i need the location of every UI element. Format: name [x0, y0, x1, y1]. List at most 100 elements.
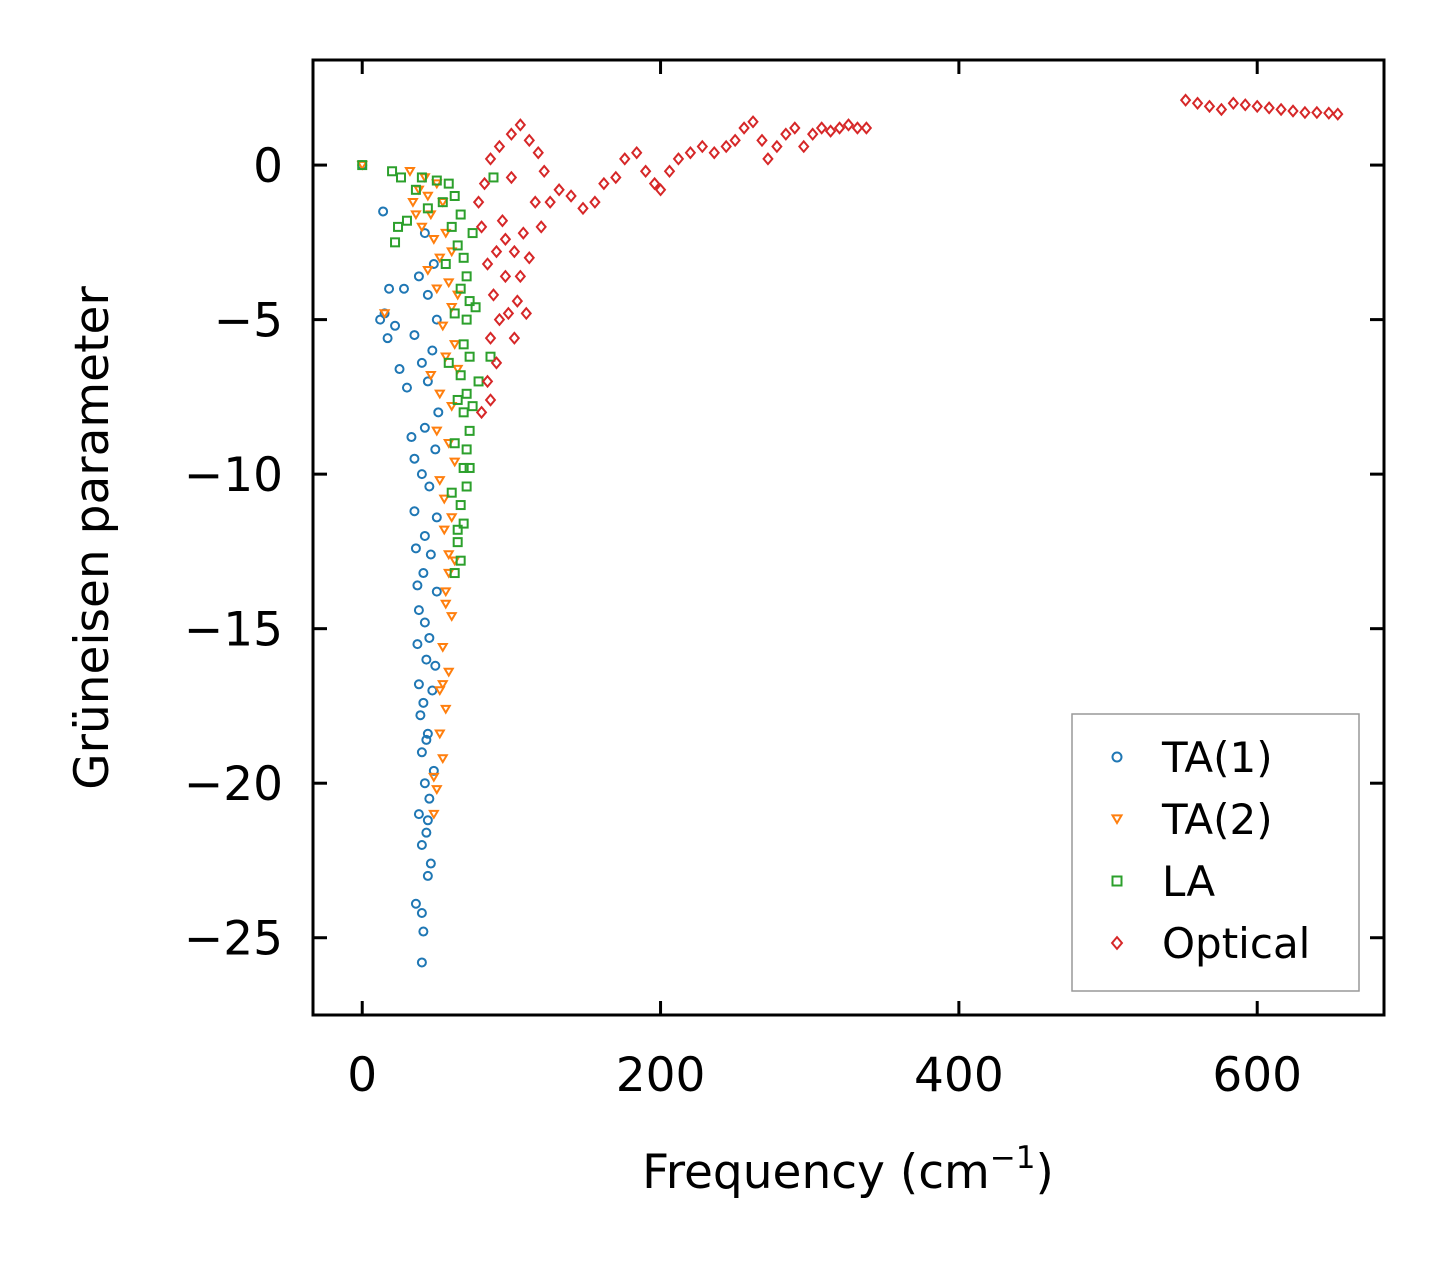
data-point	[452, 394, 463, 405]
data-point	[544, 195, 556, 209]
data-point	[451, 364, 464, 375]
data-point	[455, 209, 466, 220]
legend-label: Optical	[1162, 919, 1310, 968]
plot-area	[356, 93, 1344, 968]
data-point	[589, 195, 601, 209]
data-point	[416, 469, 427, 480]
data-point	[499, 232, 512, 247]
data-point	[413, 809, 424, 820]
data-point	[538, 164, 550, 179]
data-point	[440, 258, 451, 269]
data-point	[413, 679, 424, 690]
data-point	[425, 371, 437, 381]
data-point	[1275, 102, 1287, 117]
data-point	[407, 197, 419, 208]
data-point	[428, 258, 439, 269]
data-point	[452, 537, 463, 548]
data-point	[1287, 104, 1299, 118]
data-point	[434, 476, 446, 486]
data-point	[448, 340, 461, 350]
data-point	[419, 530, 430, 541]
data-point	[484, 331, 497, 345]
data-point	[461, 481, 472, 492]
x-tick-label: 600	[1212, 1048, 1302, 1103]
data-point	[422, 191, 434, 202]
data-point	[461, 444, 472, 455]
data-point	[415, 710, 426, 721]
data-point	[390, 237, 401, 248]
plot-frame	[311, 58, 1386, 1017]
data-point	[431, 785, 443, 795]
data-point	[445, 513, 458, 523]
data-point	[851, 121, 864, 135]
data-point	[410, 898, 421, 909]
data-point	[720, 139, 732, 154]
data-point	[398, 283, 409, 294]
data-point	[806, 127, 819, 141]
data-point	[672, 152, 685, 166]
series-ta-2	[356, 160, 464, 820]
data-point	[443, 178, 454, 189]
data-point	[490, 356, 503, 370]
data-point	[425, 549, 436, 560]
data-point	[431, 426, 443, 437]
data-point	[464, 296, 475, 307]
legend-label: TA(2)	[1161, 795, 1273, 844]
data-point	[639, 164, 652, 179]
data-point	[440, 599, 452, 610]
data-point	[434, 686, 446, 697]
data-point	[446, 487, 457, 498]
data-point	[438, 494, 451, 505]
data-point	[553, 183, 565, 197]
data-point	[394, 364, 405, 375]
data-point	[421, 827, 432, 838]
data-point	[1263, 101, 1275, 115]
series-ta-1	[357, 160, 444, 968]
data-point	[1251, 99, 1263, 114]
data-point	[375, 314, 386, 325]
data-point	[619, 152, 631, 166]
y-tick-label: −10	[184, 448, 283, 503]
data-point	[458, 339, 469, 350]
data-point	[437, 197, 448, 208]
data-point	[438, 525, 451, 536]
data-point	[815, 121, 828, 135]
data-point	[422, 376, 433, 387]
data-point	[449, 190, 460, 201]
data-point	[529, 195, 541, 209]
data-point	[455, 370, 466, 381]
data-point	[357, 160, 368, 171]
data-point	[1179, 93, 1192, 107]
data-point	[427, 685, 438, 696]
data-point	[523, 251, 535, 265]
data-point	[393, 221, 404, 232]
data-point	[481, 257, 494, 271]
data-point	[416, 908, 427, 919]
data-point	[458, 518, 469, 529]
data-point	[410, 184, 421, 195]
data-point	[378, 309, 391, 320]
data-point	[738, 121, 750, 135]
data-point	[437, 643, 449, 653]
data-point	[464, 462, 475, 473]
data-point	[771, 139, 783, 154]
legend-marker	[1111, 875, 1123, 887]
x-tick-label: 0	[347, 1048, 377, 1103]
data-point	[445, 612, 458, 622]
data-point	[404, 167, 416, 177]
data-point	[472, 195, 485, 209]
data-point	[1215, 102, 1228, 117]
data-point	[422, 289, 433, 300]
data-point	[410, 543, 421, 554]
data-point	[416, 222, 428, 233]
y-tick-label: 0	[253, 139, 283, 194]
data-point	[461, 314, 472, 325]
data-point	[461, 388, 472, 399]
y-axis-label: Grüneisen parameter	[65, 286, 120, 790]
data-point	[461, 271, 472, 282]
data-point	[437, 754, 449, 765]
data-point	[428, 765, 439, 776]
data-point	[396, 172, 407, 183]
y-tick-label: −20	[184, 757, 283, 812]
